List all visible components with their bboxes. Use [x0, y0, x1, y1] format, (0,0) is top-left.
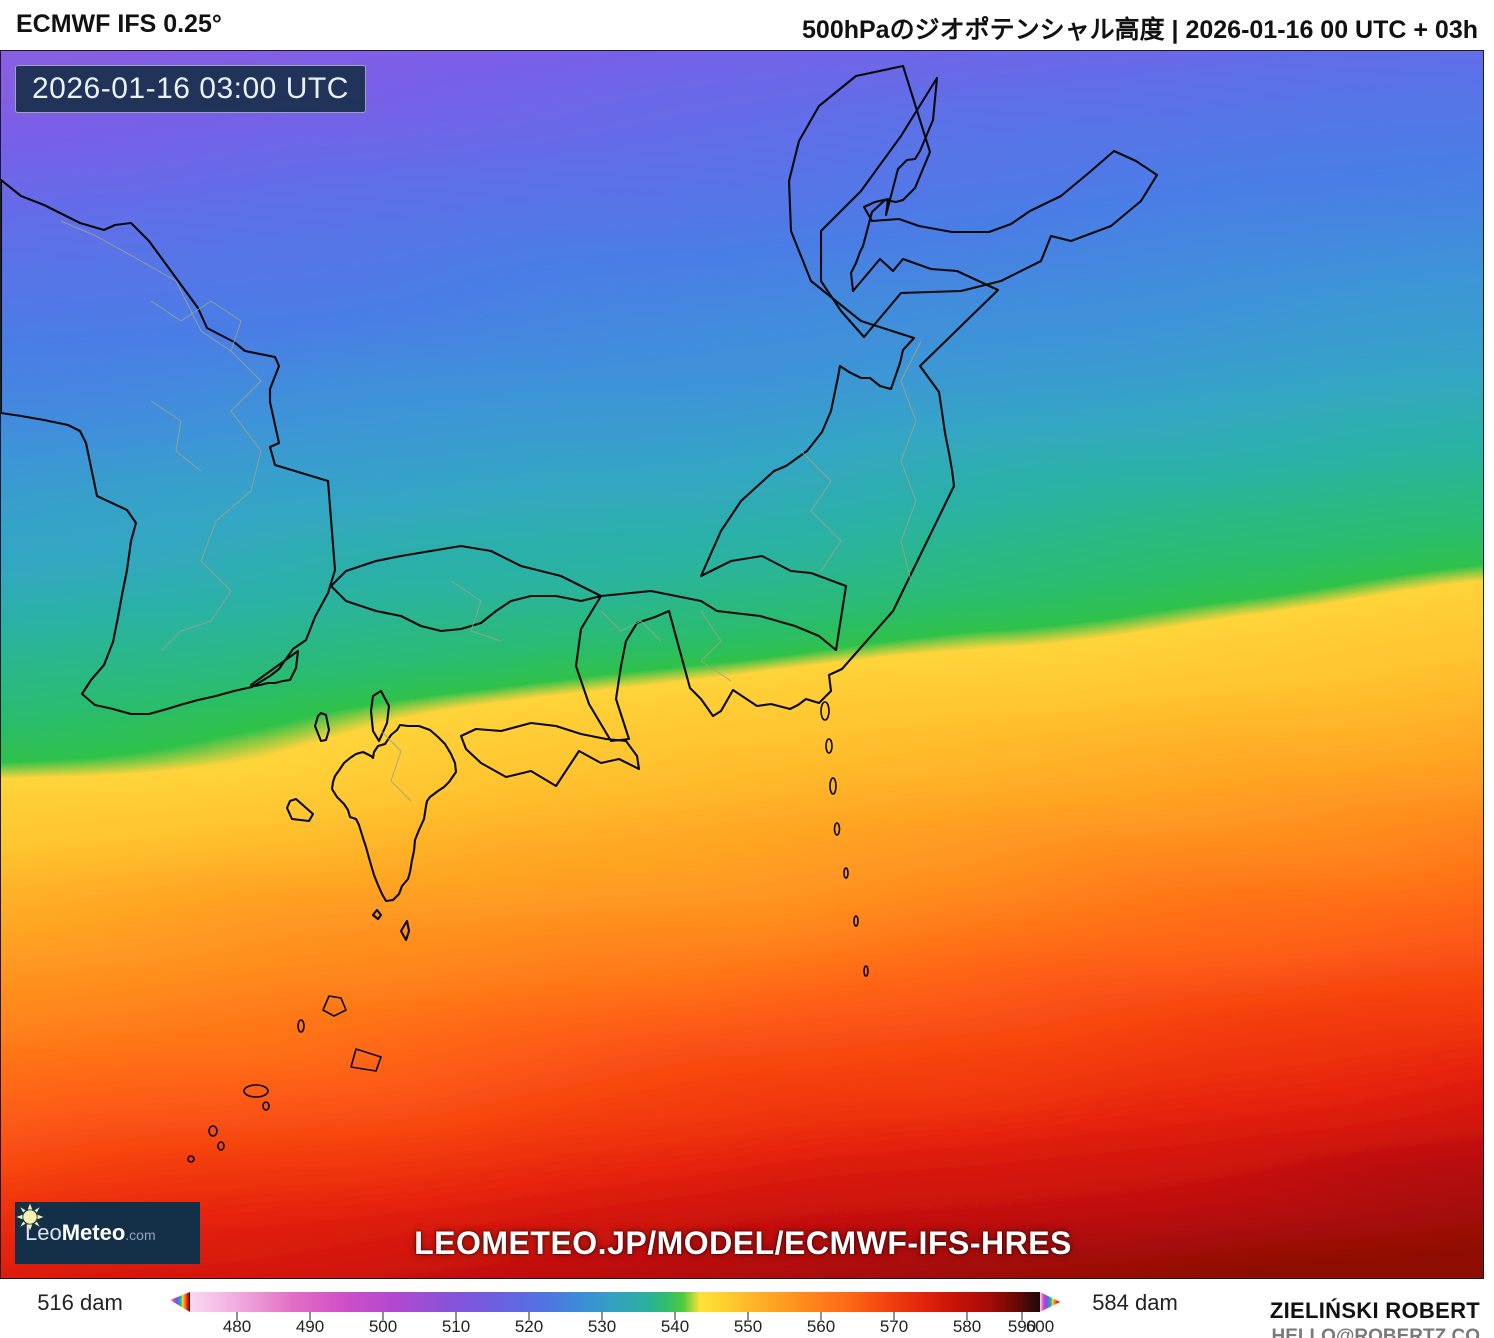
svg-text:584 dam: 584 dam	[1092, 1290, 1178, 1315]
svg-text:516 dam: 516 dam	[37, 1290, 123, 1315]
svg-text:600: 600	[1026, 1317, 1054, 1336]
